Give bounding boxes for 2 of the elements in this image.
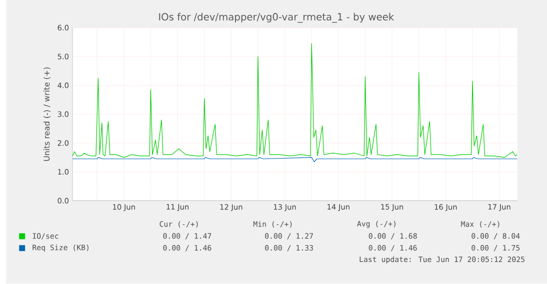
line-series [72,43,518,158]
chart-title: IOs for /dev/mapper/vg0-var_rmeta_1 - by week [159,13,394,23]
